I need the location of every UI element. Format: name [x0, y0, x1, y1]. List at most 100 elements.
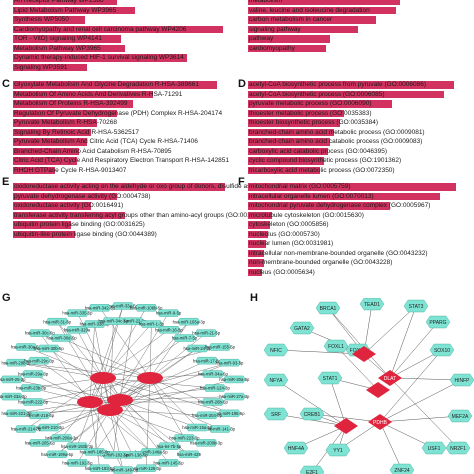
mirna-node[interactable]: hsa-miR-25-3p [0, 375, 26, 384]
hub-node[interactable] [352, 346, 376, 362]
hub-node[interactable] [97, 404, 123, 416]
mirna-node[interactable]: hsa-miR-106b-5p [130, 304, 163, 312]
tf-node[interactable]: NFIC [263, 343, 289, 357]
mirna-node[interactable]: hsa-miR-205-5p [25, 439, 56, 447]
mirna-node[interactable]: hsa-miR-223-3p [169, 434, 200, 442]
mirna-node[interactable]: hsa-miR-30d-5p [47, 334, 78, 342]
hub-node[interactable]: PDHB [368, 414, 392, 430]
mirna-node[interactable]: hsa-miR-30b-5p [34, 344, 65, 353]
mirna-node[interactable]: hsa-miR-24-3p [183, 344, 212, 353]
tf-node[interactable]: NR2F1 [445, 441, 471, 455]
mirna-node[interactable]: hsa-miR-145-5p [154, 459, 185, 467]
mirna-node[interactable]: hsa-miR-199a-5p [41, 450, 74, 459]
mirna-node[interactable]: hsa-miR-342-3p [85, 304, 116, 312]
mirna-node[interactable]: hsa-miR-30c-5p [25, 329, 55, 337]
tf-node[interactable]: BRCA1 [315, 301, 341, 315]
mirna-node[interactable]: hsa-miR-26b-5p [198, 398, 229, 406]
tf-node[interactable]: MEF2A [447, 409, 473, 423]
tf-node[interactable]: SRF [263, 407, 289, 421]
tf-node[interactable]: ZNF24 [389, 463, 415, 474]
mirna-node[interactable]: hsa-miR-193b-3p [61, 442, 94, 450]
bar [248, 221, 270, 229]
mirna-node[interactable]: hsa-miR-21-5p [192, 329, 221, 337]
mirna-node[interactable]: hsa-miR-126-3p [131, 464, 162, 472]
tf-node[interactable]: STAT3 [403, 299, 429, 313]
mirna-node[interactable]: hsa-miR-30a-5p [11, 343, 42, 351]
tf-node[interactable]: YY1 [325, 443, 351, 457]
hub-node[interactable] [107, 394, 133, 406]
mirna-node[interactable]: hsa-miR-218-5p [24, 411, 55, 420]
mirna-node[interactable]: hsa-miR-34a-5p [198, 370, 229, 378]
bar-label: oxidoreductase activity (GO:0016491) [14, 202, 124, 209]
bar [248, 16, 376, 24]
bar [13, 25, 223, 33]
tf-node-label: STAT3 [409, 304, 424, 310]
mirna-node[interactable]: hsa-miR-200b-3p [190, 439, 223, 447]
mirna-node[interactable]: hsa-miR-23b-3p [16, 384, 47, 392]
tf-node[interactable]: TEAD1 [359, 298, 385, 311]
bar-label: mitochondrial pyruvate dehydrogenase com… [249, 202, 431, 209]
hub-node[interactable] [77, 396, 103, 408]
hub-node[interactable] [90, 372, 116, 384]
hub-node[interactable]: DLAT [378, 370, 402, 386]
mirna-node[interactable]: hsa-miR-195-5p [215, 409, 246, 418]
mirna-node[interactable]: hsa-miR-204-5p [192, 411, 223, 420]
mirna-node[interactable]: hsa-miR-320a [64, 326, 91, 334]
mirna-node[interactable]: hsa-miR-29c-3p [24, 356, 55, 365]
mirna-node[interactable]: hsa-miR-124-3p [200, 384, 231, 392]
tf-node[interactable]: USF1 [421, 441, 447, 455]
tf-node[interactable]: NFYA [263, 373, 289, 387]
mirna-node[interactable]: hsa-miR-33a-5p [108, 302, 139, 310]
mirna-node[interactable]: hsa-miR-103a-3p [173, 317, 206, 326]
bar-row: Metabolism Of Amino Acids And Derivative… [13, 90, 238, 100]
mirna-node-shape [37, 344, 60, 353]
tf-node[interactable]: PPARG [425, 315, 451, 329]
mirna-node[interactable]: hsa-miR-214-3p [11, 425, 42, 433]
mirna-node[interactable]: hsa-miR-183-5p [85, 464, 116, 472]
mirna-node[interactable]: hsa-miR-31-5p [43, 317, 72, 326]
mirna-node-label: hsa-miR-30d-5p [47, 336, 78, 341]
tf-node[interactable]: GATA2 [289, 321, 315, 335]
hub-node[interactable] [334, 418, 358, 434]
mirna-node-label: hsa-miR-320a [64, 327, 91, 332]
mirna-node[interactable]: hsa-miR-17-5p [193, 356, 221, 365]
mirna-node[interactable]: hsa-miR-210-3p [34, 423, 65, 432]
hub-node[interactable] [137, 372, 163, 384]
mirna-node[interactable]: hsa-miR-16-5p [155, 326, 183, 334]
mirna-node[interactable]: hsa-miR-9-5p [156, 309, 182, 317]
mirna-node[interactable]: hsa-miR-200a-3p [45, 434, 78, 442]
bar-label: acetyl-CoA biosynthetic process (GO:0006… [249, 90, 385, 98]
tf-node[interactable]: E2F1 [299, 465, 325, 474]
bar [13, 211, 125, 219]
tf-node[interactable]: FOXL1 [323, 339, 349, 353]
mirna-node[interactable]: hsa-miR-93-5p [216, 358, 244, 367]
tf-node[interactable]: HNF4A [283, 441, 309, 455]
hub-node[interactable] [366, 382, 390, 398]
panel-label-e: E [2, 176, 10, 188]
bar-row: cyclic compound biosynthetic process (GO… [248, 156, 472, 166]
mirna-node[interactable]: hsa-miR-138-5p [118, 451, 149, 459]
mirna-node[interactable]: hsa-miR-222-3p [18, 398, 49, 406]
mirna-node[interactable]: hsa-miR-429 [177, 450, 202, 459]
mirna-node[interactable]: hsa-miR-335-5p [62, 309, 93, 317]
tf-node[interactable]: CREB1 [299, 407, 325, 421]
mirna-node[interactable]: hsa-miR-29b-3p [1, 358, 32, 367]
tf-node[interactable]: STAT1 [317, 371, 343, 385]
mirna-node[interactable]: hsa-miR-155-5p [205, 343, 236, 351]
mirna-node[interactable]: hsa-miR-1-3p [139, 320, 165, 328]
mirna-node[interactable]: hsa-miR-27a-3p [219, 392, 250, 401]
mirna-node[interactable]: hsa-miR-29a-3p [18, 370, 49, 378]
mirna-node[interactable]: hsa-miR-20a-5p [219, 375, 250, 384]
edge [39, 333, 91, 403]
mirna-node[interactable]: hsa-miR-192-5p [62, 459, 93, 467]
mirna-node[interactable]: hsa-miR-15a-5p [182, 423, 213, 432]
tf-node[interactable]: SOX10 [429, 343, 455, 357]
mirna-node[interactable]: hsa-miR-141-3p [205, 425, 236, 433]
mirna-node[interactable]: hsa-miR-7-5p [172, 334, 198, 342]
tf-node[interactable]: HINFP [449, 373, 474, 387]
mirna-node[interactable]: hsa-miR-221-3p [1, 409, 32, 418]
mirna-node[interactable]: hsa-miR-34c-5p [99, 317, 129, 325]
edge [76, 329, 104, 379]
bar [13, 221, 71, 229]
mirna-node[interactable]: hsa-miR-23a-3p [0, 392, 27, 401]
